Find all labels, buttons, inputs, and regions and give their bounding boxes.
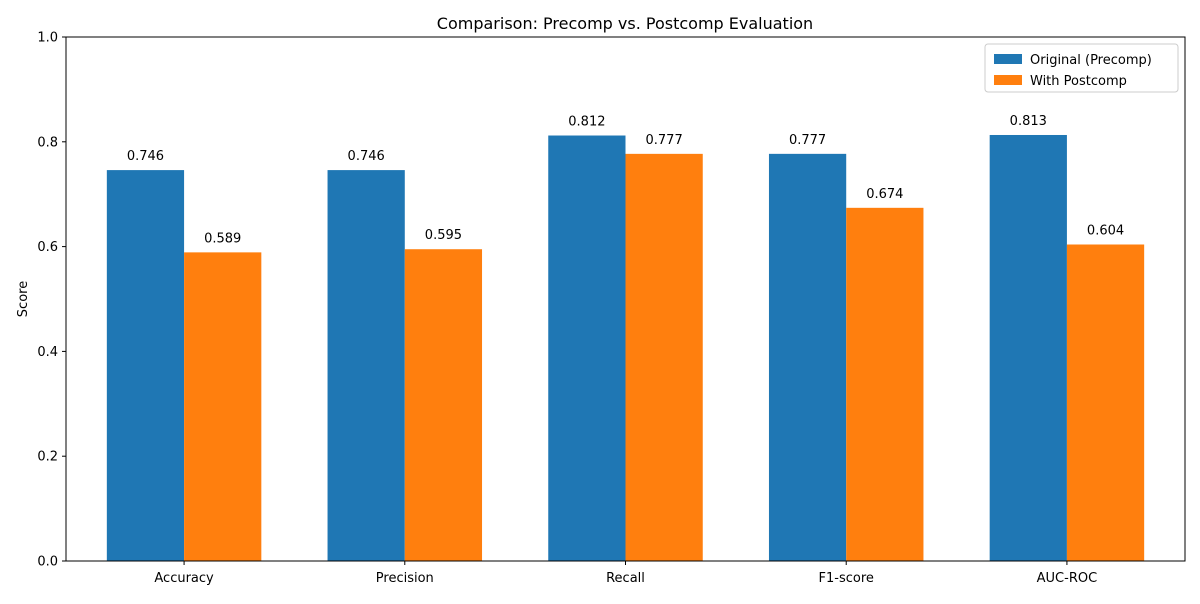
bar-accuracy-series-1 bbox=[106, 170, 185, 561]
bars-layer bbox=[106, 134, 1145, 562]
y-axis-label: Score bbox=[16, 281, 31, 317]
legend-box bbox=[984, 43, 1179, 93]
ticks-layer: 0.0 0.2 0.4 0.6 0.8 1.0 Accuracy Precision Recal… bbox=[37, 31, 1097, 587]
data-label: 0.812 bbox=[568, 115, 605, 130]
legend-swatch-2 bbox=[994, 75, 1022, 85]
bar-recall-series-1 bbox=[548, 135, 626, 561]
y-tick-label: 0.6 bbox=[37, 240, 58, 255]
x-tick-label: Recall bbox=[606, 571, 645, 586]
data-label: 0.746 bbox=[127, 149, 164, 164]
x-tick-label: Accuracy bbox=[154, 571, 214, 586]
bar-f1-score-series-2 bbox=[846, 207, 924, 561]
data-label: 0.595 bbox=[425, 228, 462, 243]
data-label: 0.674 bbox=[866, 187, 903, 202]
bar-precision-series-2 bbox=[404, 249, 483, 561]
y-tick-label: 0.2 bbox=[37, 450, 58, 465]
legend: Original (Precomp) With Postcomp bbox=[984, 43, 1179, 93]
y-tick-label: 1.0 bbox=[37, 31, 58, 46]
x-tick-label: AUC-ROC bbox=[1037, 571, 1098, 586]
bar-accuracy-series-2 bbox=[184, 252, 262, 561]
data-label: 0.813 bbox=[1010, 114, 1047, 129]
bar-auc-roc-series-1 bbox=[989, 134, 1067, 561]
y-tick-label: 0.8 bbox=[37, 135, 58, 150]
data-labels-layer: 0.746 0.746 0.812 0.777 0.813 0.589 0.595 0.777… bbox=[127, 114, 1124, 246]
x-tick-label: F1-score bbox=[819, 571, 874, 586]
data-label: 0.589 bbox=[204, 231, 241, 246]
data-label: 0.746 bbox=[348, 149, 385, 164]
bar-recall-series-2 bbox=[625, 153, 703, 562]
y-tick-label: 0.0 bbox=[37, 555, 58, 570]
legend-label-2: With Postcomp bbox=[1030, 74, 1127, 89]
x-tick-label: Precision bbox=[376, 571, 434, 586]
data-label: 0.777 bbox=[789, 133, 826, 148]
data-label: 0.777 bbox=[646, 133, 683, 148]
legend-label-1: Original (Precomp) bbox=[1030, 53, 1152, 68]
y-tick-label: 0.4 bbox=[37, 345, 58, 360]
chart-title: Comparison: Precomp vs. Postcomp Evaluat… bbox=[437, 14, 813, 33]
bar-f1-score-series-1 bbox=[768, 153, 847, 562]
bar-auc-roc-series-2 bbox=[1066, 244, 1145, 561]
data-label: 0.604 bbox=[1087, 224, 1124, 239]
legend-swatch-1 bbox=[994, 54, 1022, 64]
bar-precision-series-1 bbox=[327, 170, 405, 561]
